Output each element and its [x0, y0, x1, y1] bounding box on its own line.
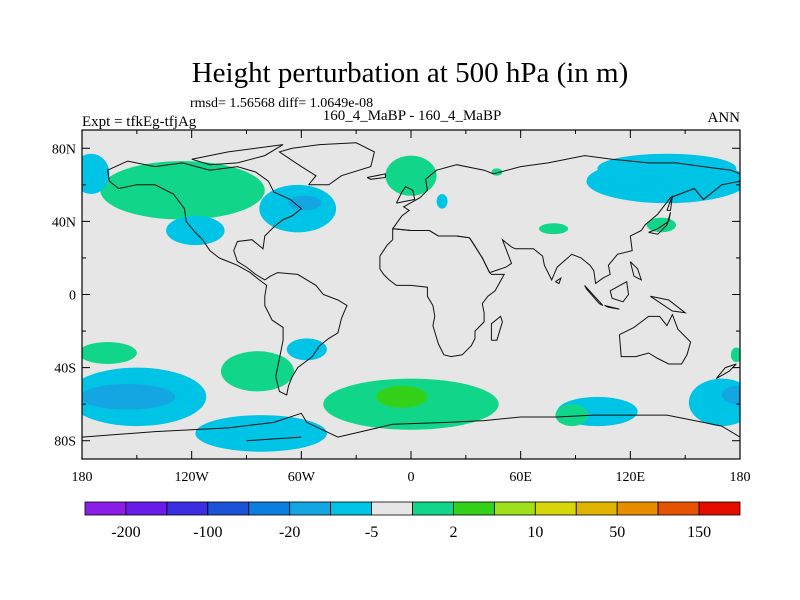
- contour-region: [288, 195, 322, 211]
- colorbar-label: 10: [527, 524, 543, 541]
- colorbar-swatch: [534, 501, 577, 516]
- colorbar-swatch: [207, 501, 250, 516]
- x-tick-label: 180: [72, 470, 93, 485]
- colorbar-swatch: [493, 501, 536, 516]
- colorbar-label: 150: [687, 524, 711, 541]
- colorbar-swatch: [84, 501, 127, 516]
- contour-region: [385, 155, 437, 196]
- colorbar-label: -100: [193, 524, 222, 541]
- coastline: [618, 313, 692, 365]
- y-tick-label: 80S: [54, 435, 76, 450]
- coastline: [107, 160, 348, 396]
- coastline: [609, 280, 630, 303]
- y-tick-label: 40S: [54, 362, 76, 377]
- contour-region: [166, 215, 225, 246]
- coastline: [555, 276, 562, 285]
- colorbar-swatch: [453, 501, 495, 516]
- x-tick-label: 60E: [509, 470, 532, 485]
- coastline: [278, 142, 375, 186]
- colorbar-label: 50: [609, 524, 625, 541]
- colorbar-swatch: [698, 501, 741, 516]
- colorbar-label: -5: [365, 524, 378, 541]
- contour-region: [555, 404, 589, 427]
- colorbar-swatch: [248, 501, 291, 516]
- contour-fills: [82, 153, 740, 452]
- coastline: [490, 315, 503, 341]
- x-axis: 180 120W 60W 0 60E 120E 180: [72, 130, 751, 485]
- colorbar-swatch: [289, 501, 332, 516]
- contour-region: [721, 385, 740, 405]
- coastline: [246, 436, 302, 442]
- coastline: [82, 412, 740, 438]
- coastline: [648, 212, 671, 235]
- colorbar-swatch: [371, 501, 413, 516]
- colorbar-label: -200: [111, 524, 140, 541]
- colorbar-labels: -200 -100 -20 -5 2 10 50 150: [111, 524, 711, 541]
- x-tick-label: 60W: [288, 470, 316, 485]
- coastline: [395, 186, 416, 204]
- contour-region: [195, 415, 327, 452]
- colorbar-swatch: [330, 501, 372, 516]
- coastline: [379, 228, 506, 358]
- contour-region: [82, 153, 110, 194]
- map-title: Height perturbation at 500 hPa (in m): [192, 57, 629, 89]
- y-tick-label: 0: [69, 289, 76, 304]
- coastline: [629, 261, 643, 281]
- coastline: [666, 195, 673, 211]
- experiment-label: Expt = tfkEg-tfjAg: [82, 114, 197, 130]
- contour-region: [730, 347, 740, 363]
- coastline: [604, 305, 620, 310]
- coastline: [584, 285, 604, 306]
- contour-region: [286, 338, 327, 361]
- contour-region: [220, 351, 295, 392]
- season-label: ANN: [708, 110, 741, 126]
- contour-region: [688, 378, 740, 427]
- colorbar-swatch: [412, 501, 454, 516]
- colorbar-swatch: [166, 501, 209, 516]
- coastline: [650, 295, 687, 314]
- y-tick-label: 40N: [52, 215, 76, 230]
- x-tick-label: 120E: [616, 470, 646, 485]
- x-tick-label: 0: [408, 470, 415, 485]
- y-tick-label: 80N: [52, 142, 76, 157]
- coastline: [715, 363, 737, 380]
- y-axis: 80N 40N 0 40S 80S: [52, 142, 740, 450]
- case-label: 160_4_MaBP - 160_4_MaBP: [323, 108, 502, 124]
- colorbar-swatch: [125, 501, 168, 516]
- contour-region: [100, 161, 265, 220]
- colorbar-swatch: [616, 501, 659, 516]
- contour-region: [82, 384, 176, 410]
- colorbar-swatch: [657, 501, 700, 516]
- contour-region: [436, 193, 448, 209]
- x-tick-label: 120W: [175, 470, 210, 485]
- stats-label: rmsd= 1.56568 diff= 1.0649e-08: [190, 96, 373, 111]
- colorbar-label: 2: [449, 524, 457, 541]
- coastline: [366, 173, 386, 180]
- contour-region: [82, 342, 137, 364]
- colorbar: [84, 501, 741, 516]
- colorbar-label: -20: [279, 524, 300, 541]
- coastline: [392, 155, 740, 285]
- coastlines: [82, 142, 740, 442]
- x-tick-label: 180: [730, 470, 751, 485]
- contour-region: [376, 385, 428, 408]
- colorbar-swatch: [575, 501, 618, 516]
- coastline: [191, 144, 284, 166]
- contour-region: [538, 223, 569, 235]
